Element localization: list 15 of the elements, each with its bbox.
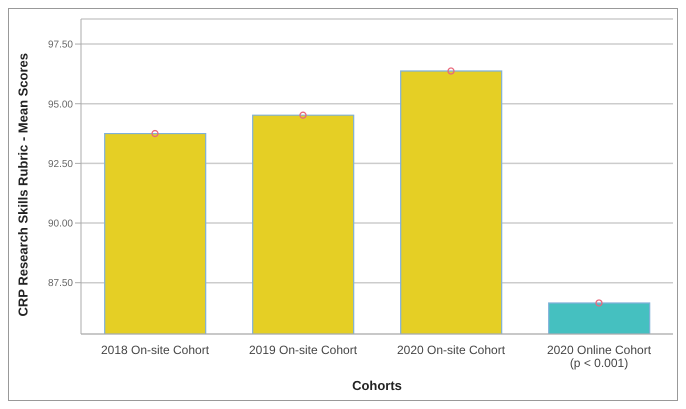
- y-tick-label: 95.00: [48, 99, 74, 110]
- point: [299, 112, 307, 119]
- y-tick-label: 90.00: [48, 218, 74, 230]
- point: [595, 299, 603, 307]
- x-tick-label: 2020 On-site Cohort: [396, 343, 506, 357]
- x-tick-label: 2018 On-site Cohort: [100, 343, 210, 357]
- y-tick-label: 97.50: [48, 40, 74, 51]
- y-tick-label: 87.50: [48, 278, 74, 290]
- y-tick-label: 92.50: [48, 158, 74, 170]
- point: [447, 67, 455, 75]
- x-axis-title: Cohorts: [352, 378, 402, 393]
- x-tick-label: 2020 Online Cohort (p < 0.001): [546, 343, 652, 370]
- y-axis-title: CRP Research Skills Rubric - Mean Scores: [16, 53, 31, 316]
- point: [151, 130, 159, 138]
- x-tick-label: 2019 On-site Cohort: [248, 343, 358, 357]
